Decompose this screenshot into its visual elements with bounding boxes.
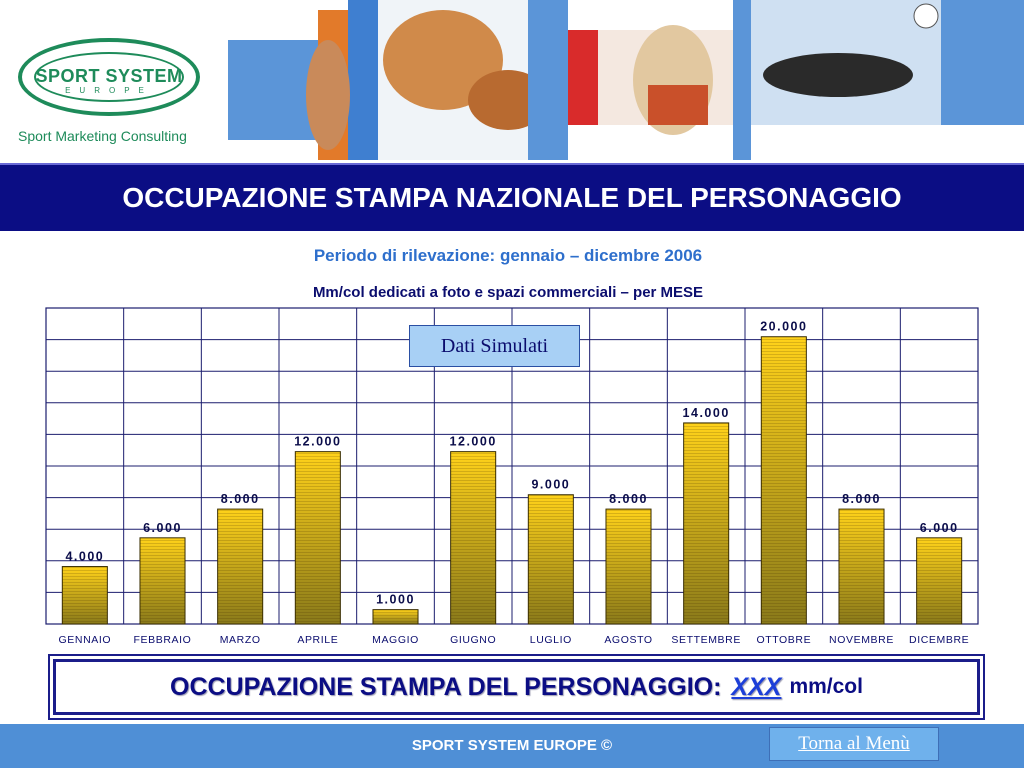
logo-name: SPORT SYSTEM	[35, 66, 183, 86]
x-tick-label: NOVEMBRE	[829, 634, 894, 646]
bar-texture	[761, 336, 807, 624]
summary-unit: mm/col	[789, 675, 863, 698]
x-tick-label: FEBBRAIO	[134, 634, 192, 646]
x-tick-label: DICEMBRE	[909, 634, 969, 646]
simulated-data-label: Dati Simulati	[440, 334, 549, 357]
data-label: 6.000	[920, 521, 959, 535]
bar-texture	[217, 509, 263, 624]
data-label: 4.000	[65, 550, 104, 564]
summary-box: OCCUPAZIONE STAMPA DEL PERSONAGGIO: XXX …	[48, 654, 985, 720]
bar-texture	[838, 509, 885, 624]
bar-texture	[139, 537, 186, 624]
data-label: 8.000	[842, 492, 881, 506]
sports-photo-collage	[228, 0, 1024, 160]
x-tick-label: MARZO	[220, 634, 261, 646]
bar-texture	[62, 566, 108, 624]
data-label: 6.000	[143, 521, 182, 535]
x-tick-label: APRILE	[297, 634, 338, 646]
data-label: 8.000	[609, 492, 648, 506]
chart-title: Mm/col dedicati a foto e spazi commercia…	[312, 284, 704, 301]
header: SPORT SYSTEM EUROPE Sport Marketing Cons…	[0, 0, 1024, 160]
logo-tagline: Sport Marketing Consulting	[18, 128, 187, 144]
survey-period: Periodo di rilevazione: gennaio – dicemb…	[313, 246, 703, 265]
x-tick-label: SETTEMBRE	[671, 634, 741, 646]
data-label: 12.000	[450, 435, 497, 449]
summary-value: XXX	[731, 672, 782, 701]
bar-texture	[605, 509, 652, 624]
bar-texture	[295, 451, 341, 624]
data-label: 14.000	[683, 406, 730, 420]
bar-texture	[372, 609, 419, 624]
logo-ellipse	[18, 38, 200, 116]
x-tick-label: OTTOBRE	[756, 634, 811, 646]
x-tick-label: GIUGNO	[450, 634, 496, 646]
sport-system-logo: SPORT SYSTEM EUROPE Sport Marketing Cons…	[14, 32, 214, 152]
footer-copyright: SPORT SYSTEM EUROPE ©	[411, 737, 613, 754]
back-to-menu-label: Torna al Menù	[798, 733, 910, 754]
page-title: OCCUPAZIONE STAMPA NAZIONALE DEL PERSONA…	[122, 182, 902, 213]
bar-texture	[916, 537, 962, 624]
title-bar: OCCUPAZIONE STAMPA NAZIONALE DEL PERSONA…	[0, 163, 1024, 231]
bar-texture	[683, 422, 729, 624]
back-to-menu-button[interactable]: Torna al Menù	[769, 727, 939, 761]
x-tick-label: GENNAIO	[59, 634, 112, 646]
data-label: 20.000	[760, 320, 807, 334]
bar-texture	[450, 451, 496, 624]
x-tick-label: MAGGIO	[372, 634, 419, 646]
x-tick-label: LUGLIO	[530, 634, 572, 646]
data-label: 12.000	[294, 435, 341, 449]
summary-label: OCCUPAZIONE STAMPA DEL PERSONAGGIO:	[170, 672, 722, 701]
bar-texture	[528, 494, 574, 624]
simulated-data-note: Dati Simulati	[409, 325, 580, 367]
data-label: 1.000	[376, 593, 415, 607]
x-tick-label: AGOSTO	[604, 634, 652, 646]
data-label: 9.000	[531, 478, 570, 492]
logo-sub: EUROPE	[65, 86, 153, 95]
data-label: 8.000	[221, 492, 260, 506]
